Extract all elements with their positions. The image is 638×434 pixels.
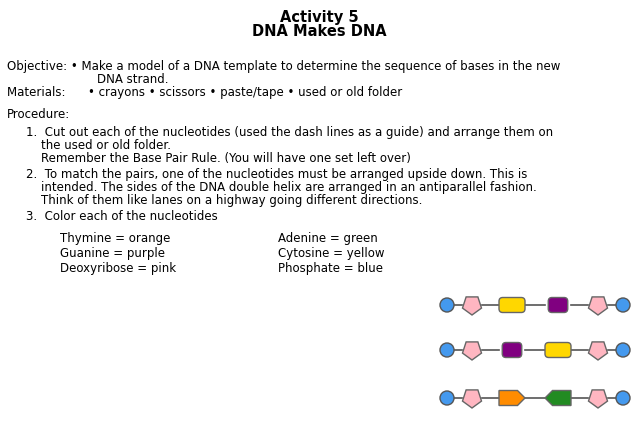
FancyBboxPatch shape [548, 297, 568, 312]
Text: Procedure:: Procedure: [7, 108, 70, 121]
Polygon shape [588, 342, 607, 360]
Text: the used or old folder.: the used or old folder. [26, 139, 171, 152]
Text: intended. The sides of the DNA double helix are arranged in an antiparallel fash: intended. The sides of the DNA double he… [26, 181, 537, 194]
Text: 1.  Cut out each of the nucleotides (used the dash lines as a guide) and arrange: 1. Cut out each of the nucleotides (used… [26, 126, 553, 139]
Polygon shape [545, 391, 571, 405]
Circle shape [616, 298, 630, 312]
Text: 2.  To match the pairs, one of the nucleotides must be arranged upside down. Thi: 2. To match the pairs, one of the nucleo… [26, 168, 528, 181]
Circle shape [440, 298, 454, 312]
Circle shape [440, 391, 454, 405]
Polygon shape [499, 391, 525, 405]
Text: DNA Makes DNA: DNA Makes DNA [251, 24, 387, 39]
Text: Deoxyribose = pink: Deoxyribose = pink [60, 262, 176, 275]
Text: Objective: • Make a model of a DNA template to determine the sequence of bases i: Objective: • Make a model of a DNA templ… [7, 60, 560, 73]
Text: Guanine = purple: Guanine = purple [60, 247, 165, 260]
Text: Cytosine = yellow: Cytosine = yellow [278, 247, 385, 260]
Text: Phosphate = blue: Phosphate = blue [278, 262, 383, 275]
Text: 3.  Color each of the nucleotides: 3. Color each of the nucleotides [26, 210, 218, 223]
FancyBboxPatch shape [502, 342, 522, 358]
Text: Adenine = green: Adenine = green [278, 232, 378, 245]
Text: Materials:      • crayons • scissors • paste/tape • used or old folder: Materials: • crayons • scissors • paste/… [7, 86, 402, 99]
FancyBboxPatch shape [545, 342, 571, 358]
FancyBboxPatch shape [499, 297, 525, 312]
Polygon shape [588, 390, 607, 408]
Polygon shape [588, 297, 607, 315]
Polygon shape [463, 342, 482, 360]
Text: Activity 5: Activity 5 [279, 10, 359, 25]
Text: DNA strand.: DNA strand. [7, 73, 168, 86]
Circle shape [616, 343, 630, 357]
Text: Remember the Base Pair Rule. (You will have one set left over): Remember the Base Pair Rule. (You will h… [26, 152, 411, 165]
Text: Think of them like lanes on a highway going different directions.: Think of them like lanes on a highway go… [26, 194, 422, 207]
Polygon shape [463, 297, 482, 315]
Circle shape [440, 343, 454, 357]
Text: Thymine = orange: Thymine = orange [60, 232, 170, 245]
Circle shape [616, 391, 630, 405]
Polygon shape [463, 390, 482, 408]
